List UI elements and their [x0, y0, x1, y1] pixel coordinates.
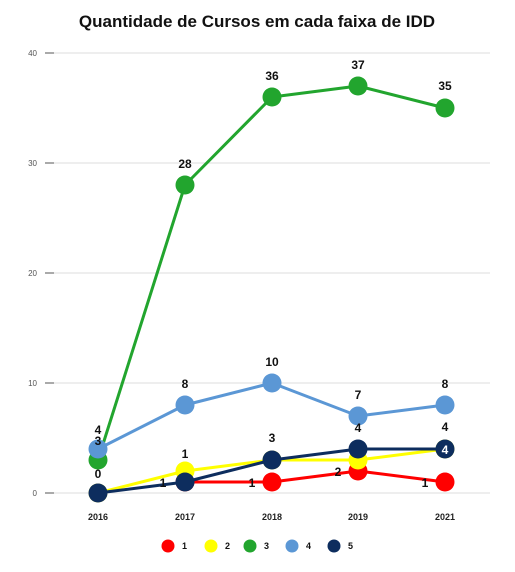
series-4-line [270, 381, 360, 418]
series-group [88, 76, 455, 503]
series-1-point [262, 472, 282, 492]
series-5-line [183, 458, 274, 484]
y-tick-label: 20 [28, 269, 37, 278]
series-3-line [270, 84, 360, 99]
data-label: 0 [95, 467, 102, 481]
x-tick-label: 2017 [175, 512, 195, 522]
series-3-point [348, 76, 368, 96]
chart-title: Quantidade de Cursos em cada faixa de ID… [79, 12, 435, 31]
legend-label-3: 3 [264, 541, 269, 551]
y-tick-label: 10 [28, 379, 37, 388]
legend-label-4: 4 [306, 541, 311, 551]
data-label: 2 [335, 465, 342, 479]
data-label: 1 [182, 447, 189, 461]
series-3-line [356, 84, 447, 110]
data-label: 10 [265, 355, 279, 369]
series-2-line [183, 458, 274, 473]
series-1-line [356, 469, 447, 484]
gridlines [45, 52, 490, 494]
data-label: 1 [249, 476, 256, 490]
x-tick-label: 2018 [262, 512, 282, 522]
legend: 1 2 3 4 5 [161, 539, 353, 553]
series-5-point [435, 439, 455, 459]
series-2-line [356, 447, 447, 462]
data-label: 7 [355, 388, 362, 402]
y-tick-label: 40 [28, 49, 37, 58]
legend-label-2: 2 [225, 541, 230, 551]
series-1-point [435, 472, 455, 492]
legend-swatch-2 [204, 539, 218, 553]
data-label: 3 [269, 431, 276, 445]
series-5-point [348, 439, 368, 459]
series-4-point [348, 406, 368, 426]
series-5-point [175, 472, 195, 492]
series-3-line [96, 183, 187, 462]
data-label: 8 [182, 377, 189, 391]
data-label: 37 [351, 58, 365, 72]
series-4-line [183, 381, 274, 407]
y-tick-label: 30 [28, 159, 37, 168]
series-4-point [88, 439, 108, 459]
legend-label-1: 1 [182, 541, 187, 551]
legend-swatch-4 [285, 539, 299, 553]
x-tick-label: 2021 [435, 512, 455, 522]
series-2-line [96, 469, 187, 495]
series-4-line [356, 403, 447, 418]
data-label: 36 [265, 69, 279, 83]
series-3-point [175, 175, 195, 195]
data-label: 4 [95, 423, 102, 437]
legend-label-5: 5 [348, 541, 353, 551]
series-5-point [88, 483, 108, 503]
series-3-point [435, 98, 455, 118]
series-1-line [270, 469, 360, 484]
y-axis: 0 10 20 30 40 [28, 49, 54, 498]
series-5-line [270, 447, 360, 462]
series-3-line [183, 95, 274, 187]
data-label: 35 [438, 79, 452, 93]
series-4-point [435, 395, 455, 415]
x-tick-label: 2019 [348, 512, 368, 522]
data-label: 4 [442, 420, 449, 434]
data-label: 1 [422, 476, 429, 490]
data-label: 28 [178, 157, 192, 171]
data-label: 4 [442, 443, 449, 457]
data-label: 1 [160, 476, 167, 490]
series-4-point [175, 395, 195, 415]
x-tick-label: 2016 [88, 512, 108, 522]
series-4-point [262, 373, 282, 393]
legend-swatch-1 [161, 539, 175, 553]
x-axis: 2016 2017 2018 2019 2021 [88, 512, 455, 522]
series-3-point [262, 87, 282, 107]
data-label: 3 [95, 434, 102, 448]
y-tick-label: 0 [33, 489, 38, 498]
data-label: 8 [442, 377, 449, 391]
legend-swatch-3 [243, 539, 257, 553]
data-label: 4 [355, 421, 362, 435]
series-5-point [262, 450, 282, 470]
series-5-line [96, 480, 187, 495]
series-4-line [96, 403, 187, 451]
legend-swatch-5 [327, 539, 341, 553]
